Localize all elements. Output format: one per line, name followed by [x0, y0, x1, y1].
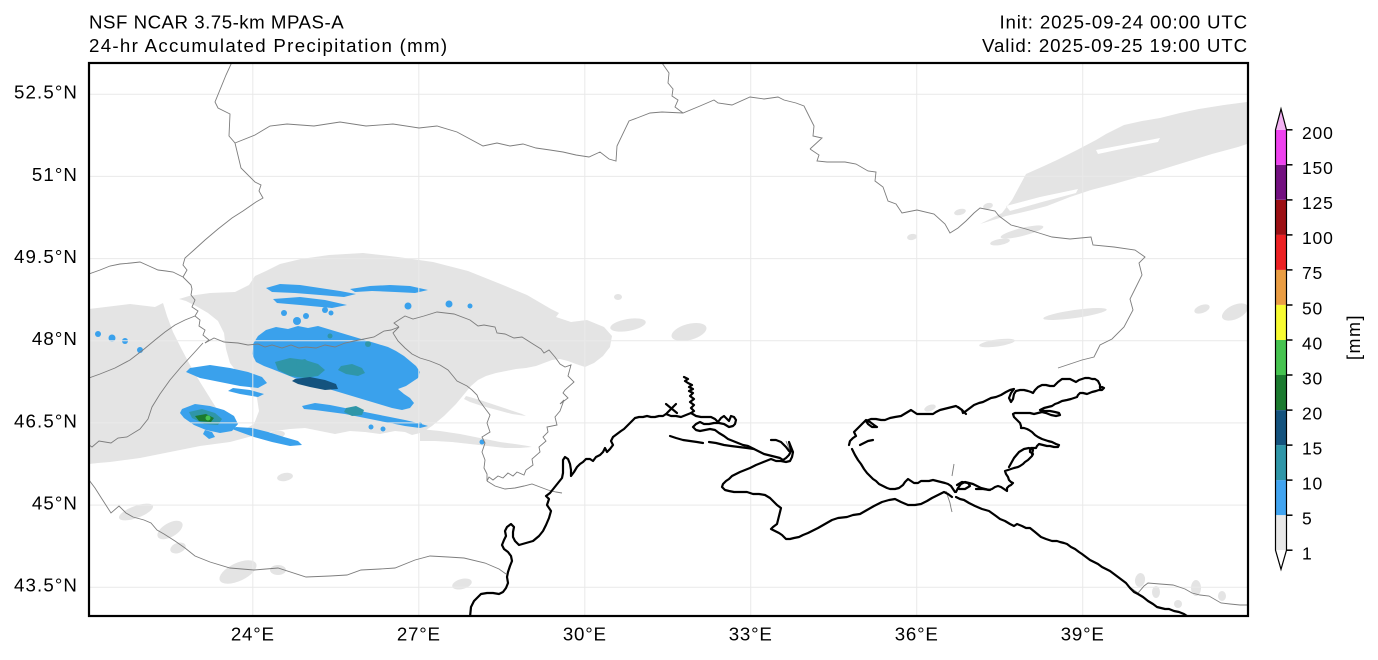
svg-text:39°E: 39°E — [1061, 624, 1105, 645]
svg-text:43.5°N: 43.5°N — [14, 575, 78, 596]
svg-text:100: 100 — [1302, 228, 1334, 248]
svg-text:[mm]: [mm] — [1344, 314, 1364, 360]
svg-text:30: 30 — [1302, 368, 1323, 388]
svg-text:49.5°N: 49.5°N — [14, 246, 78, 267]
svg-text:150: 150 — [1302, 158, 1334, 178]
svg-text:45°N: 45°N — [32, 493, 78, 514]
svg-text:24°E: 24°E — [231, 624, 275, 645]
svg-text:125: 125 — [1302, 193, 1334, 213]
svg-text:50: 50 — [1302, 298, 1323, 318]
svg-text:1: 1 — [1302, 544, 1313, 564]
svg-text:48°N: 48°N — [32, 328, 78, 349]
svg-text:15: 15 — [1302, 438, 1323, 458]
svg-text:10: 10 — [1302, 473, 1323, 493]
svg-text:24-hr Accumulated Precipitatio: 24-hr Accumulated Precipitation (mm) — [89, 35, 448, 56]
svg-text:20: 20 — [1302, 403, 1323, 423]
svg-text:46.5°N: 46.5°N — [14, 410, 78, 431]
svg-text:40: 40 — [1302, 333, 1323, 353]
svg-text:75: 75 — [1302, 263, 1323, 283]
svg-text:200: 200 — [1302, 123, 1334, 143]
svg-text:Valid: 2025-09-25 19:00 UTC: Valid: 2025-09-25 19:00 UTC — [982, 35, 1248, 56]
svg-text:NSF NCAR 3.75-km MPAS-A: NSF NCAR 3.75-km MPAS-A — [89, 12, 344, 33]
svg-text:33°E: 33°E — [729, 624, 773, 645]
svg-text:30°E: 30°E — [563, 624, 607, 645]
svg-text:5: 5 — [1302, 509, 1313, 529]
svg-text:Init: 2025-09-24 00:00 UTC: Init: 2025-09-24 00:00 UTC — [999, 12, 1248, 33]
svg-text:51°N: 51°N — [32, 164, 78, 185]
svg-text:27°E: 27°E — [397, 624, 441, 645]
svg-text:36°E: 36°E — [895, 624, 939, 645]
svg-text:52.5°N: 52.5°N — [14, 82, 78, 103]
